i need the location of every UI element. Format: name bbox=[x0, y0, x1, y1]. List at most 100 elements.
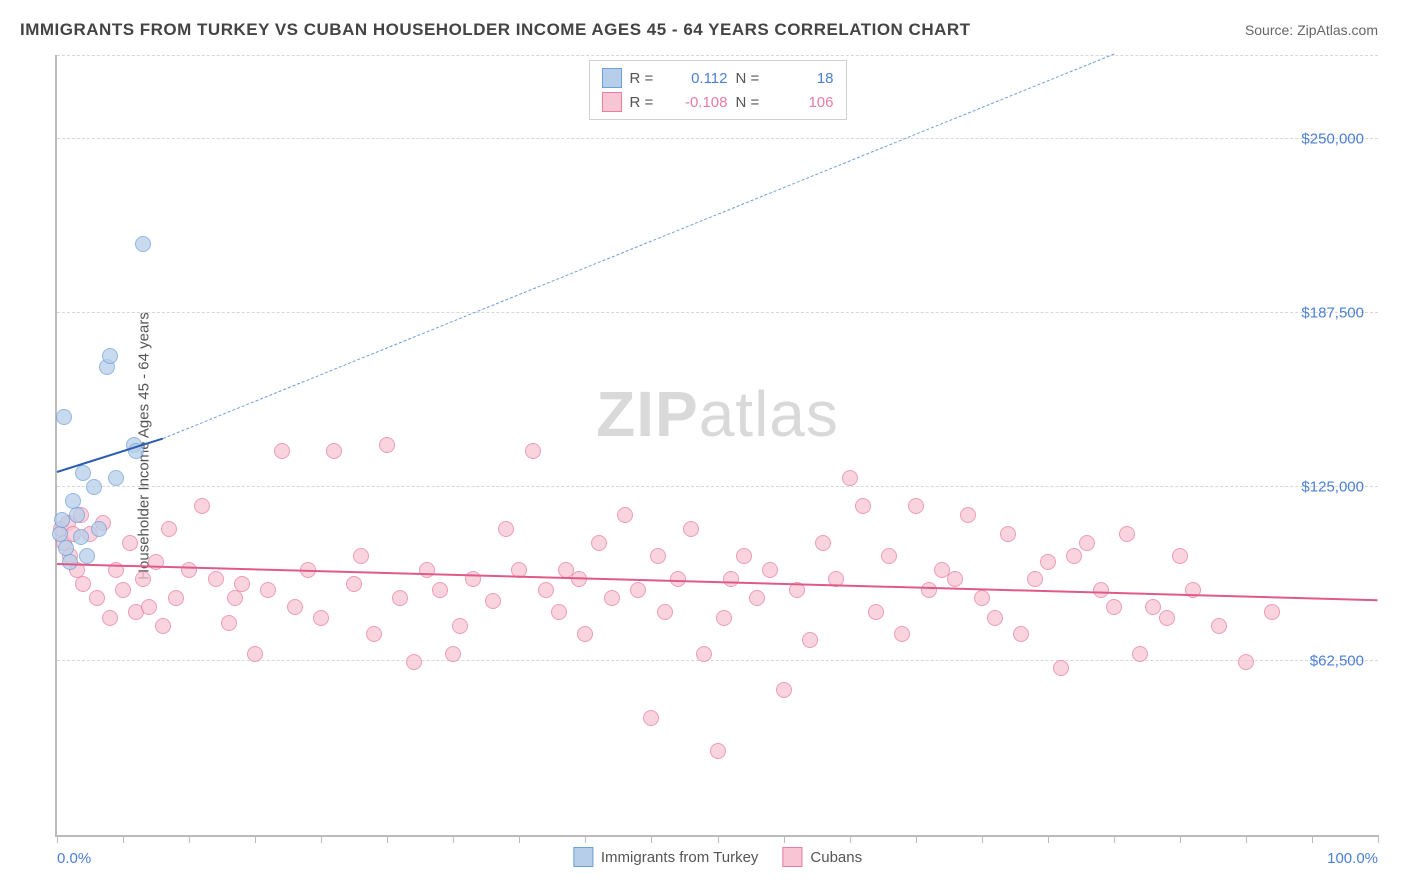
r-label: R = bbox=[630, 94, 658, 111]
data-point bbox=[1000, 526, 1016, 542]
r-value: -0.108 bbox=[666, 94, 728, 111]
stats-row: R =0.112N =18 bbox=[602, 66, 834, 90]
data-point bbox=[135, 571, 151, 587]
data-point bbox=[630, 582, 646, 598]
data-point bbox=[208, 571, 224, 587]
data-point bbox=[617, 507, 633, 523]
data-point bbox=[1106, 599, 1122, 615]
data-point bbox=[91, 521, 107, 537]
n-label: N = bbox=[736, 70, 764, 87]
legend-swatch bbox=[782, 847, 802, 867]
n-label: N = bbox=[736, 94, 764, 111]
data-point bbox=[86, 479, 102, 495]
data-point bbox=[161, 521, 177, 537]
data-point bbox=[577, 626, 593, 642]
data-point bbox=[1066, 548, 1082, 564]
data-point bbox=[135, 236, 151, 252]
data-point bbox=[392, 590, 408, 606]
data-point bbox=[643, 710, 659, 726]
x-tick bbox=[784, 835, 785, 843]
x-tick bbox=[321, 835, 322, 843]
legend-swatch bbox=[573, 847, 593, 867]
data-point bbox=[155, 618, 171, 634]
data-point bbox=[736, 548, 752, 564]
x-tick bbox=[718, 835, 719, 843]
trend-line bbox=[57, 437, 163, 472]
data-point bbox=[1264, 604, 1280, 620]
data-point bbox=[313, 610, 329, 626]
data-point bbox=[1211, 618, 1227, 634]
trend-line bbox=[57, 563, 1378, 601]
data-point bbox=[683, 521, 699, 537]
data-point bbox=[115, 582, 131, 598]
x-tick bbox=[1246, 835, 1247, 843]
x-tick bbox=[585, 835, 586, 843]
legend-label: Cubans bbox=[810, 849, 862, 866]
data-point bbox=[1238, 654, 1254, 670]
data-point bbox=[181, 562, 197, 578]
data-point bbox=[987, 610, 1003, 626]
data-point bbox=[141, 599, 157, 615]
data-point bbox=[56, 409, 72, 425]
data-point bbox=[868, 604, 884, 620]
data-point bbox=[960, 507, 976, 523]
data-point bbox=[815, 535, 831, 551]
x-tick bbox=[982, 835, 983, 843]
data-point bbox=[432, 582, 448, 598]
source-label: Source: ZipAtlas.com bbox=[1245, 22, 1378, 38]
x-tick bbox=[850, 835, 851, 843]
data-point bbox=[650, 548, 666, 564]
data-point bbox=[287, 599, 303, 615]
data-point bbox=[247, 646, 263, 662]
x-axis-max-label: 100.0% bbox=[1327, 850, 1378, 867]
data-point bbox=[69, 507, 85, 523]
legend-swatch bbox=[602, 92, 622, 112]
data-point bbox=[551, 604, 567, 620]
data-point bbox=[538, 582, 554, 598]
data-point bbox=[749, 590, 765, 606]
data-point bbox=[379, 437, 395, 453]
data-point bbox=[234, 576, 250, 592]
stats-row: R = -0.108 N = 106 bbox=[602, 90, 834, 114]
data-point bbox=[1027, 571, 1043, 587]
data-point bbox=[102, 610, 118, 626]
gridline bbox=[57, 138, 1378, 139]
data-point bbox=[525, 443, 541, 459]
data-point bbox=[326, 443, 342, 459]
data-point bbox=[108, 470, 124, 486]
data-point bbox=[881, 548, 897, 564]
y-tick-label: $125,000 bbox=[1301, 478, 1364, 495]
series-legend: Immigrants from TurkeyCubans bbox=[573, 847, 862, 867]
data-point bbox=[75, 465, 91, 481]
x-tick bbox=[189, 835, 190, 843]
data-point bbox=[260, 582, 276, 598]
data-point bbox=[1013, 626, 1029, 642]
data-point bbox=[855, 498, 871, 514]
data-point bbox=[1119, 526, 1135, 542]
data-point bbox=[1145, 599, 1161, 615]
data-point bbox=[353, 548, 369, 564]
data-point bbox=[696, 646, 712, 662]
data-point bbox=[485, 593, 501, 609]
data-point bbox=[710, 743, 726, 759]
data-point bbox=[716, 610, 732, 626]
x-tick bbox=[1114, 835, 1115, 843]
data-point bbox=[657, 604, 673, 620]
data-point bbox=[274, 443, 290, 459]
data-point bbox=[894, 626, 910, 642]
x-tick bbox=[916, 835, 917, 843]
data-point bbox=[1132, 646, 1148, 662]
watermark-bold: ZIP bbox=[596, 378, 699, 450]
data-point bbox=[75, 576, 91, 592]
n-value: 18 bbox=[772, 70, 834, 87]
data-point bbox=[366, 626, 382, 642]
x-tick bbox=[1048, 835, 1049, 843]
data-point bbox=[1040, 554, 1056, 570]
n-value: 106 bbox=[772, 94, 834, 111]
x-tick bbox=[1180, 835, 1181, 843]
data-point bbox=[62, 554, 78, 570]
data-point bbox=[762, 562, 778, 578]
data-point bbox=[445, 646, 461, 662]
r-label: R = bbox=[630, 70, 658, 87]
chart-title: IMMIGRANTS FROM TURKEY VS CUBAN HOUSEHOL… bbox=[20, 20, 971, 40]
